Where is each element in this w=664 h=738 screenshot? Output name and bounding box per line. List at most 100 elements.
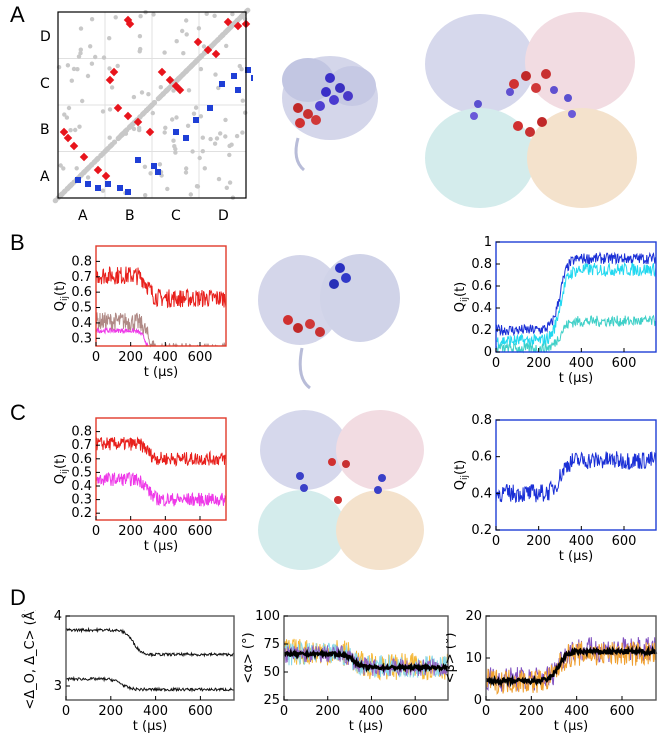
contact-native-dot (230, 11, 235, 17)
protein-tetramer-image (425, 12, 637, 208)
y-tick-label: 0.7 (71, 270, 92, 285)
y-tick-label: 3 (54, 679, 62, 694)
contact-lost-marker (133, 117, 143, 127)
x-tick-label: 200 (526, 534, 551, 549)
y-tick-label: 0.6 (471, 279, 492, 294)
plot-frame (65, 615, 235, 701)
contact-native-dot (213, 72, 218, 77)
x-tick-label: 400 (569, 356, 594, 371)
contact-native-dot (68, 128, 73, 133)
contact-native-dot (172, 144, 177, 149)
contact-native-dot (58, 163, 63, 168)
contact-native-dot (220, 31, 226, 37)
contact-native-dot (107, 66, 112, 71)
y-tick-label: 0.4 (471, 301, 492, 316)
contact-gained-marker (105, 181, 111, 187)
contact-native-dot (167, 85, 172, 90)
x-tick-label: 0 (92, 350, 100, 365)
contact-native-dot (188, 192, 193, 197)
contact-native-dot (127, 124, 133, 130)
contact-gained-marker (151, 163, 157, 169)
contact-native-dot (196, 26, 202, 31)
contact-native-dot (212, 13, 217, 18)
contact-native-dot (107, 107, 113, 112)
contact-native-dot (115, 135, 121, 142)
y-tick-label: 0.5 (71, 301, 92, 316)
contact-gained-marker (95, 185, 101, 191)
series-brown (95, 312, 226, 348)
contact-native-dot (151, 99, 158, 106)
panel-letter-a: A (10, 2, 25, 27)
contact-native-dot (78, 51, 83, 56)
contact-gained-marker (219, 81, 225, 87)
plot-frame (283, 615, 449, 701)
contact-lost-marker (93, 165, 103, 175)
contact-native-dot (64, 115, 70, 120)
protein-monomer-image (282, 56, 378, 172)
series-magenta (95, 471, 227, 508)
contact-native-dot (162, 50, 167, 55)
x-tick-label: 200 (526, 356, 551, 371)
contact-native-dot (92, 159, 98, 165)
contact-native-dot (119, 132, 125, 138)
contact-native-dot (107, 36, 112, 41)
y-tick-label: 0.2 (471, 523, 492, 538)
y-axis-label: Qij(t) (453, 282, 470, 313)
x-axis-label: t (µs) (554, 719, 588, 734)
contact-native-dot (239, 67, 244, 72)
y-tick-label: 0.6 (471, 450, 492, 465)
contact-native-dot (93, 54, 98, 60)
contact-native-dot (240, 130, 245, 135)
contact-map-xlabel-a: A (78, 208, 88, 224)
panel-letter-d: D (10, 585, 26, 610)
contact-native-dot (100, 188, 106, 193)
contact-native-dot (243, 110, 248, 115)
contact-native-dot (107, 135, 112, 140)
contact-native-dot (200, 135, 205, 140)
contact-native-dot (100, 109, 106, 114)
x-tick-label: 400 (564, 704, 589, 719)
contact-native-dot (89, 17, 95, 22)
contact-native-dot (113, 15, 118, 20)
contact-map-xlabel-b: B (125, 208, 135, 224)
contact-native-dot (115, 63, 120, 69)
plot-frame (95, 417, 227, 521)
contact-native-dot (162, 130, 167, 135)
contact-native-dot (138, 14, 143, 19)
contact-native-dot (197, 155, 202, 161)
contact-native-dot (143, 193, 148, 198)
series-cyan (495, 261, 657, 349)
series-teal (495, 314, 657, 354)
y-axis-label: <α> (°) (241, 632, 256, 683)
chart-b-right: 0 200 400 600 0 0.2 0.4 0.6 0.8 1 t (µs) Qij(t) (453, 235, 657, 386)
series-delta-open (65, 626, 235, 658)
contact-native-dot (146, 92, 151, 97)
panel-letter-b: B (10, 230, 25, 255)
contact-native-dot (185, 123, 191, 128)
contact-native-dot (171, 88, 176, 93)
contact-gained-marker (207, 105, 213, 111)
contact-native-dot (191, 111, 197, 116)
contact-lost-marker (175, 85, 185, 95)
y-tick-label: 0.8 (471, 413, 492, 428)
contact-native-dot (140, 112, 145, 117)
x-tick-label: 200 (118, 524, 143, 539)
contact-map-ylabel-b: B (40, 122, 50, 138)
x-tick-label: 600 (188, 350, 213, 365)
contact-native-dot (109, 85, 115, 90)
x-tick-label: 200 (519, 704, 544, 719)
series-average (283, 648, 449, 673)
contact-native-dot (73, 127, 78, 133)
contact-gained-marker (193, 117, 199, 123)
x-tick-label: 600 (403, 704, 428, 719)
x-tick-label: 600 (610, 704, 635, 719)
contact-native-dot (170, 117, 175, 122)
contact-native-dot (223, 134, 228, 139)
contact-native-dot (218, 131, 223, 136)
x-tick-label: 0 (92, 524, 100, 539)
contact-native-dot (78, 47, 83, 52)
y-tick-label: 0.2 (471, 323, 492, 338)
contact-native-dot (180, 28, 185, 34)
x-tick-label: 200 (315, 704, 340, 719)
contact-native-dot (224, 43, 229, 49)
